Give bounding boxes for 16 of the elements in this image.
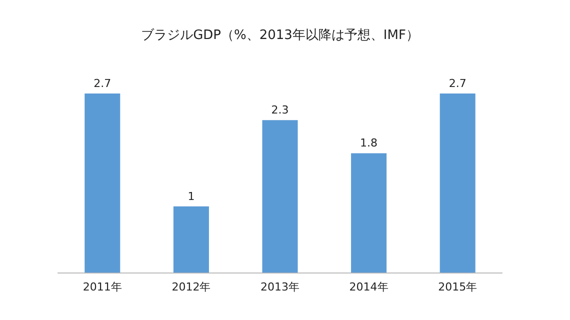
x-tick-label: 2014年 <box>349 280 388 294</box>
data-label: 2.7 <box>94 76 112 90</box>
bar <box>440 94 476 273</box>
data-label: 1 <box>188 190 195 203</box>
bar <box>351 153 387 273</box>
bar <box>262 120 298 273</box>
chart-title: ブラジルGDP（%、2013年以降は予想、IMF） <box>141 28 419 44</box>
x-tick-label: 2015年 <box>438 280 478 294</box>
x-tick-label: 2012年 <box>172 280 211 294</box>
x-tick-label: 2011年 <box>82 280 122 294</box>
data-label: 1.8 <box>360 136 378 150</box>
x-tick-label: 2013年 <box>260 280 300 294</box>
data-label: 2.7 <box>448 76 466 90</box>
bar <box>84 94 120 273</box>
bar <box>173 206 209 273</box>
data-label: 2.3 <box>271 103 289 116</box>
